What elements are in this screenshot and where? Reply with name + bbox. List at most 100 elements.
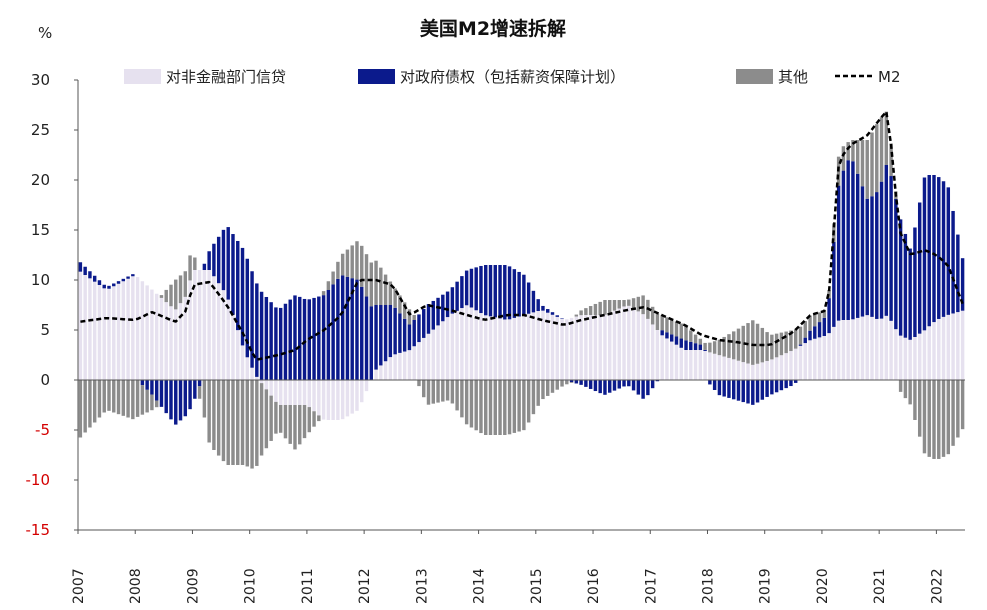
- bar-gov: [841, 170, 846, 320]
- bar-gov: [431, 300, 435, 330]
- bar-loans: [212, 276, 216, 380]
- bar-other: [169, 284, 173, 307]
- bar-gov: [684, 340, 688, 350]
- bar-loans: [431, 329, 435, 380]
- bar-gov: [875, 192, 879, 319]
- bar-gov: [193, 380, 197, 399]
- bar-gov: [345, 276, 350, 380]
- bar-loans: [822, 335, 827, 380]
- bar-loans: [474, 310, 478, 380]
- bar-loans: [956, 312, 960, 380]
- bar-loans: [97, 285, 102, 380]
- bar-other: [498, 380, 502, 435]
- bar-other: [865, 140, 869, 199]
- bar-loans: [932, 322, 936, 380]
- bar-loans: [917, 333, 922, 380]
- bar-loans: [793, 348, 798, 380]
- bar-other: [298, 405, 302, 445]
- bar-gov: [674, 336, 679, 345]
- bar-other: [436, 380, 440, 403]
- bar-other: [269, 395, 273, 441]
- bar-gov: [884, 165, 889, 316]
- bar-loans: [875, 318, 879, 380]
- bar-loans: [350, 380, 354, 414]
- bar-other: [727, 334, 731, 358]
- bar-other: [202, 380, 207, 418]
- bar-loans: [550, 314, 555, 380]
- y-tick-label: 25: [31, 121, 50, 139]
- x-tick-label: 2022: [929, 568, 945, 604]
- bar-loans: [665, 338, 669, 380]
- bar-other: [507, 380, 512, 435]
- bar-other: [250, 380, 254, 469]
- bar-other: [932, 380, 936, 459]
- bar-other: [212, 380, 216, 450]
- bar-gov: [269, 302, 273, 380]
- bar-other: [116, 380, 121, 415]
- legend-swatch-loans: [124, 69, 161, 84]
- bar-gov: [560, 318, 564, 319]
- bar-other: [374, 260, 378, 305]
- bar-gov: [870, 196, 874, 317]
- bar-loans: [345, 380, 350, 417]
- bar-loans: [784, 353, 788, 380]
- bar-other: [755, 323, 760, 364]
- bar-gov: [913, 227, 917, 337]
- bar-other: [598, 301, 602, 315]
- bar-gov: [202, 263, 207, 270]
- bar-gov: [670, 334, 674, 342]
- bar-other: [83, 380, 87, 433]
- bar-loans: [851, 319, 855, 380]
- bar-gov: [746, 380, 750, 404]
- bar-other: [813, 313, 817, 327]
- bar-loans: [941, 316, 946, 380]
- bar-other: [608, 300, 612, 313]
- bar-loans: [593, 315, 598, 380]
- bar-gov: [908, 248, 912, 340]
- bar-gov: [789, 380, 793, 387]
- bar-other: [226, 380, 230, 465]
- bar-other: [302, 405, 307, 439]
- series-line-m2: [80, 110, 964, 361]
- bar-gov: [140, 380, 145, 386]
- bar-loans: [169, 306, 173, 380]
- bar-other: [402, 302, 407, 319]
- bar-other: [369, 262, 373, 307]
- bar-other: [574, 314, 579, 317]
- bar-loans: [512, 317, 517, 380]
- bar-loans: [140, 281, 145, 380]
- bar-other: [140, 385, 145, 415]
- bar-other: [584, 308, 588, 315]
- legend-swatch-other: [736, 69, 773, 84]
- bar-gov: [159, 380, 164, 407]
- bar-other: [779, 332, 784, 356]
- bar-gov: [150, 380, 154, 395]
- bar-other: [693, 334, 698, 344]
- bar-other: [603, 300, 607, 315]
- bar-gov: [274, 307, 278, 380]
- bar-loans: [383, 361, 388, 380]
- bar-loans: [112, 286, 116, 380]
- bar-loans: [565, 319, 569, 380]
- bar-loans: [522, 315, 526, 380]
- bar-loans: [627, 305, 631, 380]
- bar-gov: [288, 299, 292, 380]
- bar-loans: [503, 319, 507, 380]
- bar-gov: [331, 284, 335, 380]
- bar-gov: [793, 380, 798, 383]
- x-tick-label: 2011: [300, 568, 316, 604]
- bar-gov: [145, 380, 149, 390]
- bar-gov: [326, 290, 331, 380]
- bar-gov: [703, 349, 707, 351]
- bar-other: [927, 380, 931, 457]
- bar-gov: [526, 282, 531, 314]
- bar-other: [112, 380, 116, 413]
- bar-loans: [855, 317, 860, 380]
- bar-gov: [131, 274, 135, 277]
- bar-other: [288, 405, 292, 444]
- bar-gov: [593, 380, 598, 392]
- bar-other: [822, 310, 827, 318]
- bar-other: [264, 389, 269, 449]
- bar-gov: [78, 262, 83, 272]
- bar-loans: [889, 320, 893, 380]
